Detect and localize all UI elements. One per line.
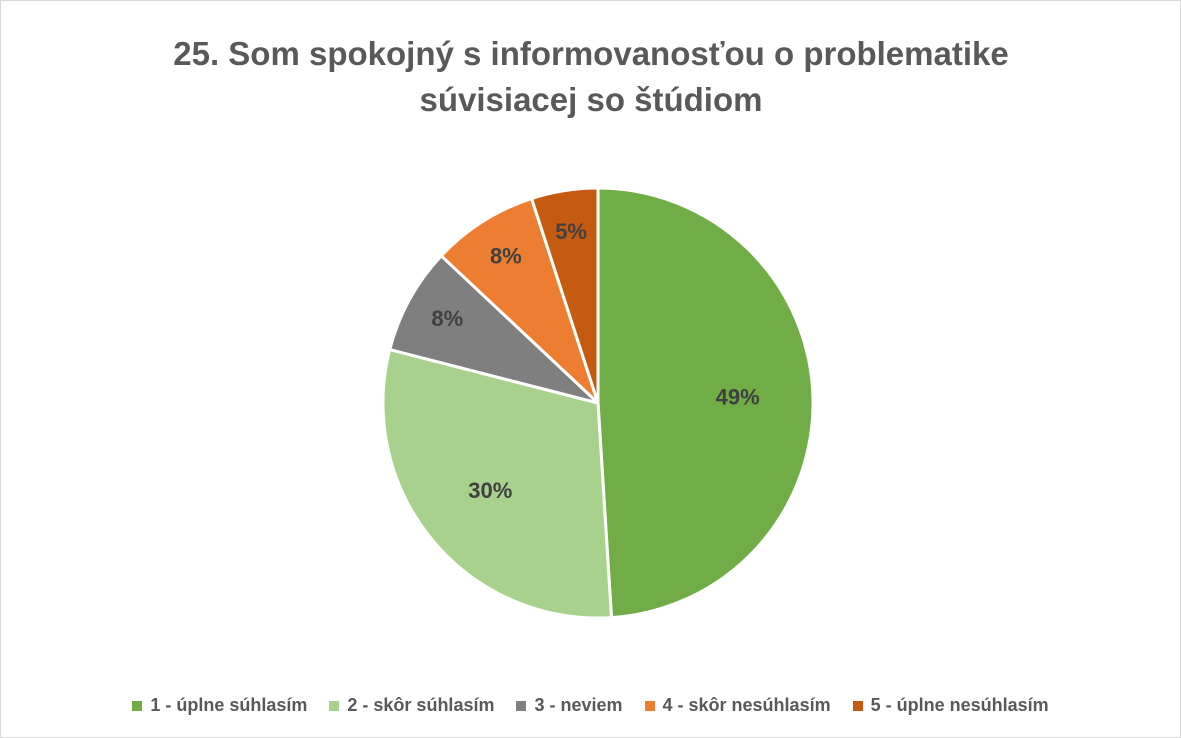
legend-label: 4 - skôr nesúhlasím (662, 695, 831, 715)
legend-item: 1 - úplne súhlasím (132, 695, 307, 716)
legend-item: 5 - úplne nesúhlasím (852, 695, 1049, 716)
pie-slice (596, 186, 815, 620)
pie-slice (439, 196, 600, 405)
legend-item: 3 - neviem (516, 695, 623, 716)
legend-label: 1 - úplne súhlasím (150, 695, 308, 715)
pie-slice (387, 253, 600, 405)
legend-label: 2 - skôr súhlasím (347, 695, 495, 715)
legend-swatch (644, 700, 655, 711)
pie-slice (529, 186, 600, 404)
data-label: 5% (555, 219, 587, 244)
legend-label: 3 - neviem (534, 695, 623, 715)
data-label: 8% (431, 306, 463, 331)
legend-label: 5 - úplne nesúhlasím (870, 695, 1049, 715)
legend-item: 4 - skôr nesúhlasím (644, 695, 831, 716)
data-label: 8% (490, 244, 522, 269)
legend-swatch (132, 700, 143, 711)
legend-swatch (329, 700, 340, 711)
chart-title: 25. Som spokojný s informovanosťou o pro… (173, 35, 1009, 118)
legend: 1 - úplne súhlasím 2 - skôr súhlasím 3 - n… (1, 695, 1180, 716)
pie-slice (381, 347, 614, 620)
legend-swatch (852, 700, 863, 711)
data-label: 30% (468, 478, 512, 503)
data-label: 49% (716, 384, 760, 409)
legend-swatch (516, 700, 527, 711)
legend-item: 2 - skôr súhlasím (329, 695, 494, 716)
